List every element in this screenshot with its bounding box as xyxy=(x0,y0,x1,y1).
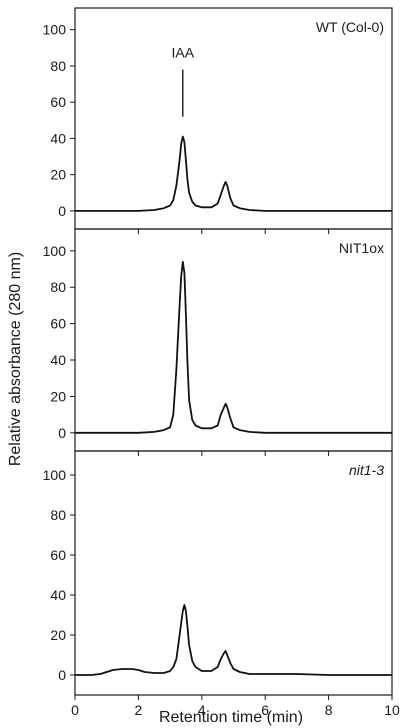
y-tick-label: 60 xyxy=(50,547,66,563)
x-axis-label: Retention time (min) xyxy=(159,709,303,726)
y-tick-label: 40 xyxy=(50,352,66,368)
panel-frame xyxy=(74,228,393,452)
panel-title: nit1-3 xyxy=(349,462,384,478)
series-line xyxy=(75,604,392,676)
panel-frame xyxy=(74,450,393,696)
x-tick-label: 10 xyxy=(384,702,400,718)
panel-title: NIT1ox xyxy=(339,240,384,256)
x-tick-label: 2 xyxy=(135,702,143,718)
y-axis-label: Relative absorbance (280 nm) xyxy=(7,252,24,466)
x-tick-label: 6 xyxy=(261,702,269,718)
y-tick-label: 60 xyxy=(50,94,66,110)
y-tick-label: 20 xyxy=(50,167,66,183)
x-tick-label: 8 xyxy=(325,702,333,718)
y-tick-label: 80 xyxy=(50,58,66,74)
y-tick-label: 100 xyxy=(43,243,67,259)
x-tick-label: 0 xyxy=(71,702,79,718)
panel-title: WT (Col-0) xyxy=(316,19,384,35)
series-line xyxy=(75,260,392,434)
y-tick-label: 0 xyxy=(58,425,66,441)
y-tick-label: 80 xyxy=(50,279,66,295)
y-tick-label: 20 xyxy=(50,627,66,643)
y-tick-label: 40 xyxy=(50,587,66,603)
y-tick-label: 40 xyxy=(50,130,66,146)
y-tick-label: 100 xyxy=(43,467,67,483)
y-tick-label: 100 xyxy=(43,22,67,38)
panel-1: 0 20 40 60 80 100 WT (Col-0) IAA xyxy=(43,7,393,234)
y-tick-label: 80 xyxy=(50,507,66,523)
y-tick-label: 20 xyxy=(50,388,66,404)
iaa-marker-label: IAA xyxy=(171,45,194,61)
y-tick-label: 60 xyxy=(50,316,66,332)
y-tick-label: 0 xyxy=(58,203,66,219)
panel-3: 0 20 40 60 80 100 nit1-3 0 2 4 6 8 10 xyxy=(43,450,400,718)
y-tick-label: 0 xyxy=(58,667,66,683)
panel-2: 0 20 40 60 80 100 NIT1ox xyxy=(43,228,393,456)
x-tick-label: 4 xyxy=(198,702,206,718)
series-line xyxy=(75,135,392,212)
panel-frame xyxy=(74,7,393,230)
